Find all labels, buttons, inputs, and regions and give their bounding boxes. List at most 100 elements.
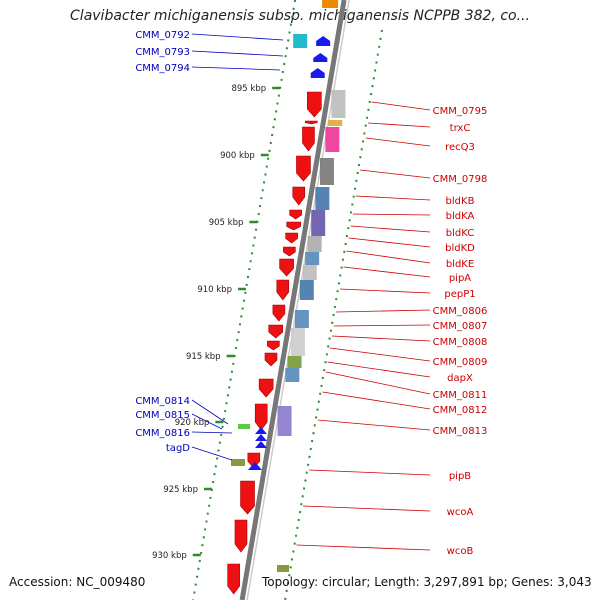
similarity-block [331, 90, 346, 118]
forward-gene-label: recQ3 [445, 142, 475, 153]
reverse-label-leader [191, 66, 281, 71]
similarity-block [325, 127, 340, 152]
forward-gene-label: CMM_0812 [433, 405, 488, 416]
reverse-gene-arrow [255, 441, 267, 448]
forward-gene-arrow [304, 120, 318, 125]
similarity-block [302, 265, 317, 280]
forward-label-leader [296, 544, 431, 551]
forward-gene-label: bldKE [446, 259, 474, 270]
forward-gene-arrow [279, 258, 294, 277]
reverse-gene-label: CMM_0792 [135, 30, 190, 41]
reverse-label-leader [191, 33, 284, 41]
similarity-block [287, 356, 302, 368]
ruler-tick-label: 895 kbp [231, 84, 266, 94]
forward-gene-label: bldKA [446, 211, 475, 222]
ruler-tick-label: 910 kbp [197, 285, 232, 295]
similarity-block [311, 210, 326, 236]
similarity-block [285, 368, 300, 382]
forward-gene-arrow [296, 155, 311, 182]
similarity-block [328, 120, 343, 126]
forward-label-leader [371, 101, 431, 111]
similarity-block [299, 280, 314, 300]
forward-label-leader [346, 250, 431, 264]
feature-block-cyan [293, 34, 308, 48]
feature-block-olive [231, 459, 245, 466]
forward-gene-label: CMM_0806 [433, 306, 488, 317]
forward-gene-label: wcoB [447, 546, 474, 557]
similarity-block [294, 310, 309, 328]
forward-gene-arrow [234, 519, 248, 553]
reverse-gene-arrow [255, 434, 267, 441]
forward-label-leader [317, 419, 431, 431]
forward-gene-arrow [240, 480, 255, 515]
forward-label-leader [360, 169, 431, 179]
similarity-block [277, 406, 292, 436]
similarity-block [319, 158, 334, 185]
forward-gene-label: pepP1 [444, 289, 475, 300]
forward-label-leader [325, 371, 431, 395]
forward-label-leader [368, 122, 431, 128]
forward-gene-label: pipA [449, 273, 471, 284]
forward-gene-label: CMM_0798 [433, 174, 488, 185]
forward-gene-label: trxC [450, 123, 471, 134]
forward-label-leader [343, 266, 431, 278]
reverse-gene-label: CMM_0814 [135, 396, 190, 407]
forward-gene-label: dapX [447, 373, 473, 384]
forward-label-leader [365, 137, 431, 147]
backbone-line [239, 0, 347, 600]
forward-gene-label: bldKB [446, 196, 475, 207]
ruler-dotted-line [192, 0, 297, 600]
reverse-gene-label: CMM_0815 [135, 410, 190, 421]
forward-gene-arrow [276, 279, 290, 301]
label-track: CMM_0795 trxC recQ3 CMM_0798 bldKB bldKA bldKC… [135, 30, 487, 557]
forward-gene-arrow [285, 232, 298, 244]
similarity-block [307, 236, 322, 252]
ruler-tick-label: 930 kbp [152, 551, 187, 561]
ruler-tick-label: 915 kbp [186, 352, 221, 362]
forward-label-leader [327, 361, 431, 378]
forward-label-leader [331, 335, 431, 342]
forward-label-leader [333, 324, 431, 327]
similarity-block [305, 252, 320, 265]
forward-gene-arrow [292, 186, 306, 206]
reverse-label-leader [191, 399, 229, 425]
forward-gene-arrow [302, 126, 315, 152]
ruler-track: 895 kbp 900 kbp 905 kbp 910 kbp 915 kbp 920 k… [152, 0, 383, 600]
similarity-block [290, 328, 305, 356]
ruler-tick-label: 905 kbp [209, 218, 244, 228]
forward-gene-label: bldKD [445, 243, 475, 254]
genome-summary-text: Topology: circular; Length: 3,297,891 bp… [262, 575, 592, 589]
outer-dotted-line [284, 29, 383, 600]
forward-label-leader [322, 391, 431, 410]
ruler-tick-label: 920 kbp [175, 418, 210, 428]
forward-gene-label: pipB [449, 471, 471, 482]
forward-gene-arrow [307, 91, 322, 118]
forward-label-leader [352, 213, 431, 216]
accession-text: Accession: NC_009480 [9, 575, 146, 589]
forward-gene-label: CMM_0813 [433, 426, 488, 437]
forward-gene-arrow [258, 378, 274, 398]
forward-gene-arrow [227, 563, 240, 595]
forward-label-leader [348, 237, 431, 248]
forward-label-leader [339, 288, 431, 294]
forward-gene-arrow [254, 403, 268, 431]
reverse-gene-arrow [310, 68, 325, 78]
reverse-gene-label: CMM_0794 [135, 63, 190, 74]
forward-gene-arrow [286, 221, 301, 231]
map-title: Clavibacter michiganensis subsp. michiga… [70, 8, 530, 24]
forward-gene-arrow [283, 246, 296, 257]
forward-label-leader [309, 469, 431, 476]
reverse-gene-label: CMM_0793 [135, 47, 190, 58]
forward-gene-arrow [289, 209, 302, 220]
forward-gene-label: CMM_0807 [433, 321, 488, 332]
forward-gene-label: CMM_0808 [433, 337, 488, 348]
forward-gene-arrow [268, 324, 284, 339]
forward-gene-label: CMM_0811 [433, 390, 488, 401]
reverse-gene-label: CMM_0816 [135, 428, 190, 439]
reverse-gene-arrow [248, 462, 262, 470]
reverse-gene-arrow [316, 36, 331, 46]
feature-track [227, 0, 346, 595]
reverse-label-leader [191, 413, 223, 430]
forward-gene-arrow [264, 352, 278, 367]
